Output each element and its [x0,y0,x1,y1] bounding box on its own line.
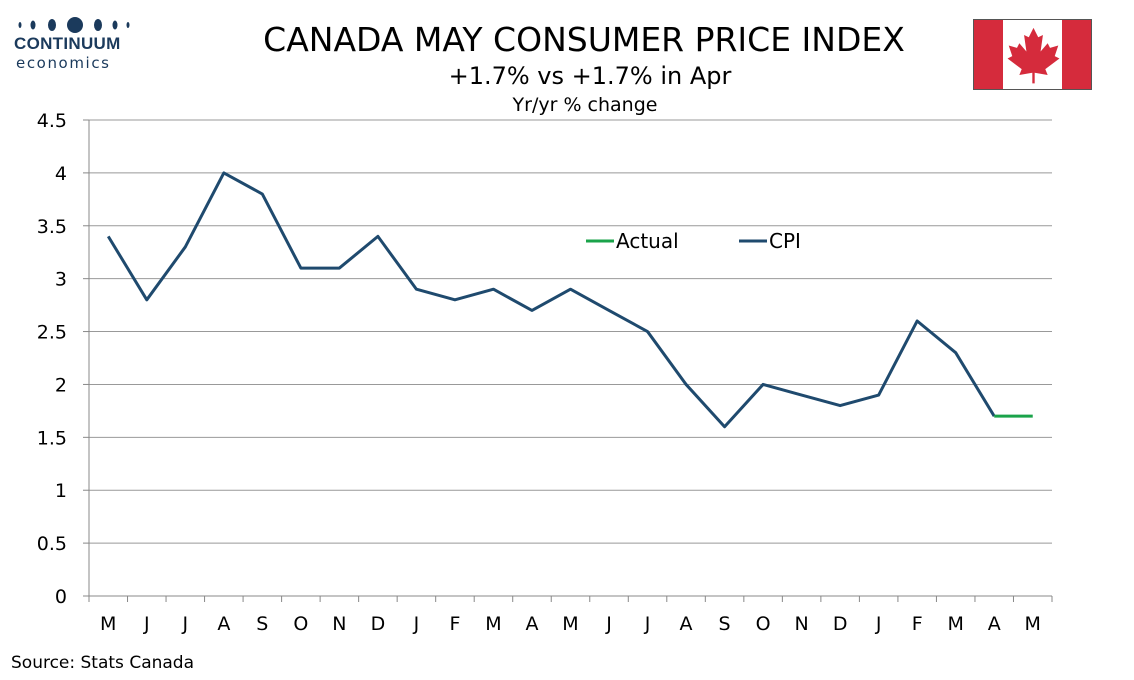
y-tick-label: 4 [55,163,67,185]
chart-subtitle: +1.7% vs +1.7% in Apr [448,62,732,90]
series-line-cpi [106,171,996,429]
y-tick-label: 2.5 [37,322,67,344]
y-tick-label: 3 [55,269,67,291]
x-tick-label: F [912,613,923,635]
x-tick-label: J [605,613,612,635]
x-tick-label: M [1025,613,1041,635]
x-tick-label: M [100,613,116,635]
flag-red-band-right [1062,20,1091,89]
x-tick-label: S [719,613,731,635]
x-tick-label: M [947,613,963,635]
x-tick-label: M [562,613,578,635]
y-tick-label: 0.5 [37,533,67,555]
flag-red-band-left [974,20,1003,89]
x-tick-label: S [256,613,268,635]
y-tick-labels: 0 0.5 1 1.5 2 2.5 3 3.5 4 4.5 [37,110,67,608]
y-tick-label: 1.5 [37,427,67,449]
x-tick-label: J [181,613,188,635]
chart-title: CANADA MAY CONSUMER PRICE INDEX [263,20,905,59]
canada-flag-icon [973,19,1092,90]
x-tick-label: J [143,613,150,635]
x-tick-label: N [332,613,346,635]
x-tick-label: F [449,613,460,635]
x-tick-label: N [795,613,809,635]
source-note: Source: Stats Canada [11,653,195,673]
x-tick-label: A [988,613,1001,635]
x-tick-label: A [525,613,538,635]
axes [83,119,1053,602]
series-lines [106,171,1033,429]
x-tick-label: J [413,613,420,635]
legend-label-cpi: CPI [769,229,801,253]
legend-label-actual: Actual [616,229,679,253]
y-tick-label: 2 [55,374,67,396]
maple-leaf-icon [1007,27,1060,84]
x-tick-label: D [833,613,848,635]
x-tick-label: O [756,613,771,635]
x-tick-label: J [644,613,651,635]
y-tick-label: 4.5 [37,110,67,132]
continuum-logo: CONTINUUM economics [14,14,144,78]
logo-subtitle: economics [16,54,111,72]
x-tick-label: O [293,613,308,635]
gridlines [89,119,1052,544]
x-tick-label: A [217,613,230,635]
logo-dots-icon [18,17,130,33]
x-tick-label: D [371,613,386,635]
y-tick-label: 3.5 [37,216,67,238]
legend: Actual CPI [586,229,801,253]
x-tick-label: A [680,613,693,635]
y-tick-label: 1 [55,480,67,502]
x-tick-label: M [485,613,501,635]
chart-unit-label: Yr/yr % change [512,94,658,116]
y-tick-label: 0 [55,586,67,608]
x-tick-label: J [875,613,882,635]
logo-name: CONTINUUM [14,34,121,53]
